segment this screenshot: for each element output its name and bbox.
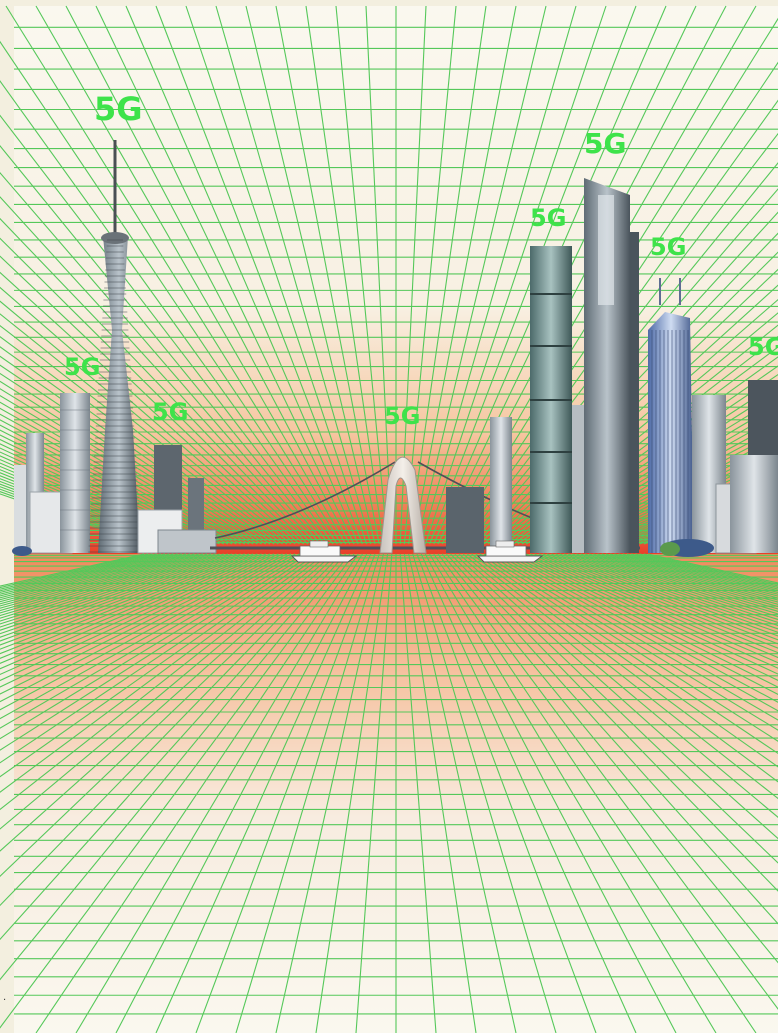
5g-label-arch: 5G [384,402,420,430]
grid-line [0,286,296,545]
grid-line [0,217,313,545]
corner-mark: . [3,992,6,1003]
grid-line [0,171,321,545]
building [748,380,778,455]
grid-line [408,5,487,545]
grid-line [420,5,577,545]
building [60,393,90,553]
building [572,405,584,553]
skyline [12,140,778,563]
5g-label-tower: 5G [94,90,143,128]
tv-tower [88,140,142,553]
ferry-boat [290,540,358,563]
teal-bands [530,293,572,504]
grid-line [35,5,347,545]
bridge-cable [214,461,396,539]
grid-line [0,40,338,545]
grid-line [0,395,250,545]
grid-line [5,5,342,545]
5g-label-left-mid: 5G [152,398,188,426]
grid-line [365,5,393,545]
tower-core [630,232,639,553]
tower-facade [598,195,614,305]
building [157,529,217,554]
grid-line [305,5,384,545]
grid-line [0,424,229,545]
5g-label-teal-tower: 5G [530,204,566,232]
grid-line [155,5,363,545]
building [446,487,484,553]
5g-label-blue-tower: 5G [650,233,686,261]
grid-line [563,431,778,545]
grid-line [65,5,351,545]
grid-line [0,237,309,545]
grid-line [0,355,271,545]
trees [12,546,32,556]
grid-line [458,99,778,545]
grid-line [0,300,292,545]
ferry-boat [476,540,544,563]
grid-line [0,144,326,545]
grid-line [0,80,334,545]
grid-line [0,429,225,545]
grid-line [0,553,237,638]
building-windows [60,409,90,531]
grid-line [403,5,457,545]
grid-line [517,356,778,545]
arch-bridge-tower [379,456,427,554]
building [14,465,26,553]
5g-label-edge: 5G [748,333,778,361]
tall-skyscraper [584,178,630,553]
5g-label-tall-tower: 5G [584,127,626,160]
grid-line [559,426,778,545]
building [730,455,778,553]
grid-line [125,5,359,545]
network-labels: 5G 5G 5G 5G 5G 5G 5G 5G [64,90,778,430]
grid-line [424,5,607,545]
grid-line [0,196,317,545]
grid-line [0,255,304,545]
grid-line [245,5,376,545]
5g-label-left-tower: 5G [64,353,100,381]
grid-line [416,5,547,545]
building [490,417,512,553]
grid-line [412,5,517,545]
grid-line [0,443,212,545]
grid-line [215,5,372,545]
grid-line [0,346,275,545]
grid-line [567,436,778,545]
grid-line [275,5,380,545]
grid-line [399,5,427,545]
grid-line [0,271,300,545]
grid-line [185,5,368,545]
grid-line [0,451,204,545]
grid-line [95,5,355,545]
blue-skyscraper [648,278,694,553]
grid-line [335,5,389,545]
grid-line [0,447,208,545]
trees [660,542,680,556]
